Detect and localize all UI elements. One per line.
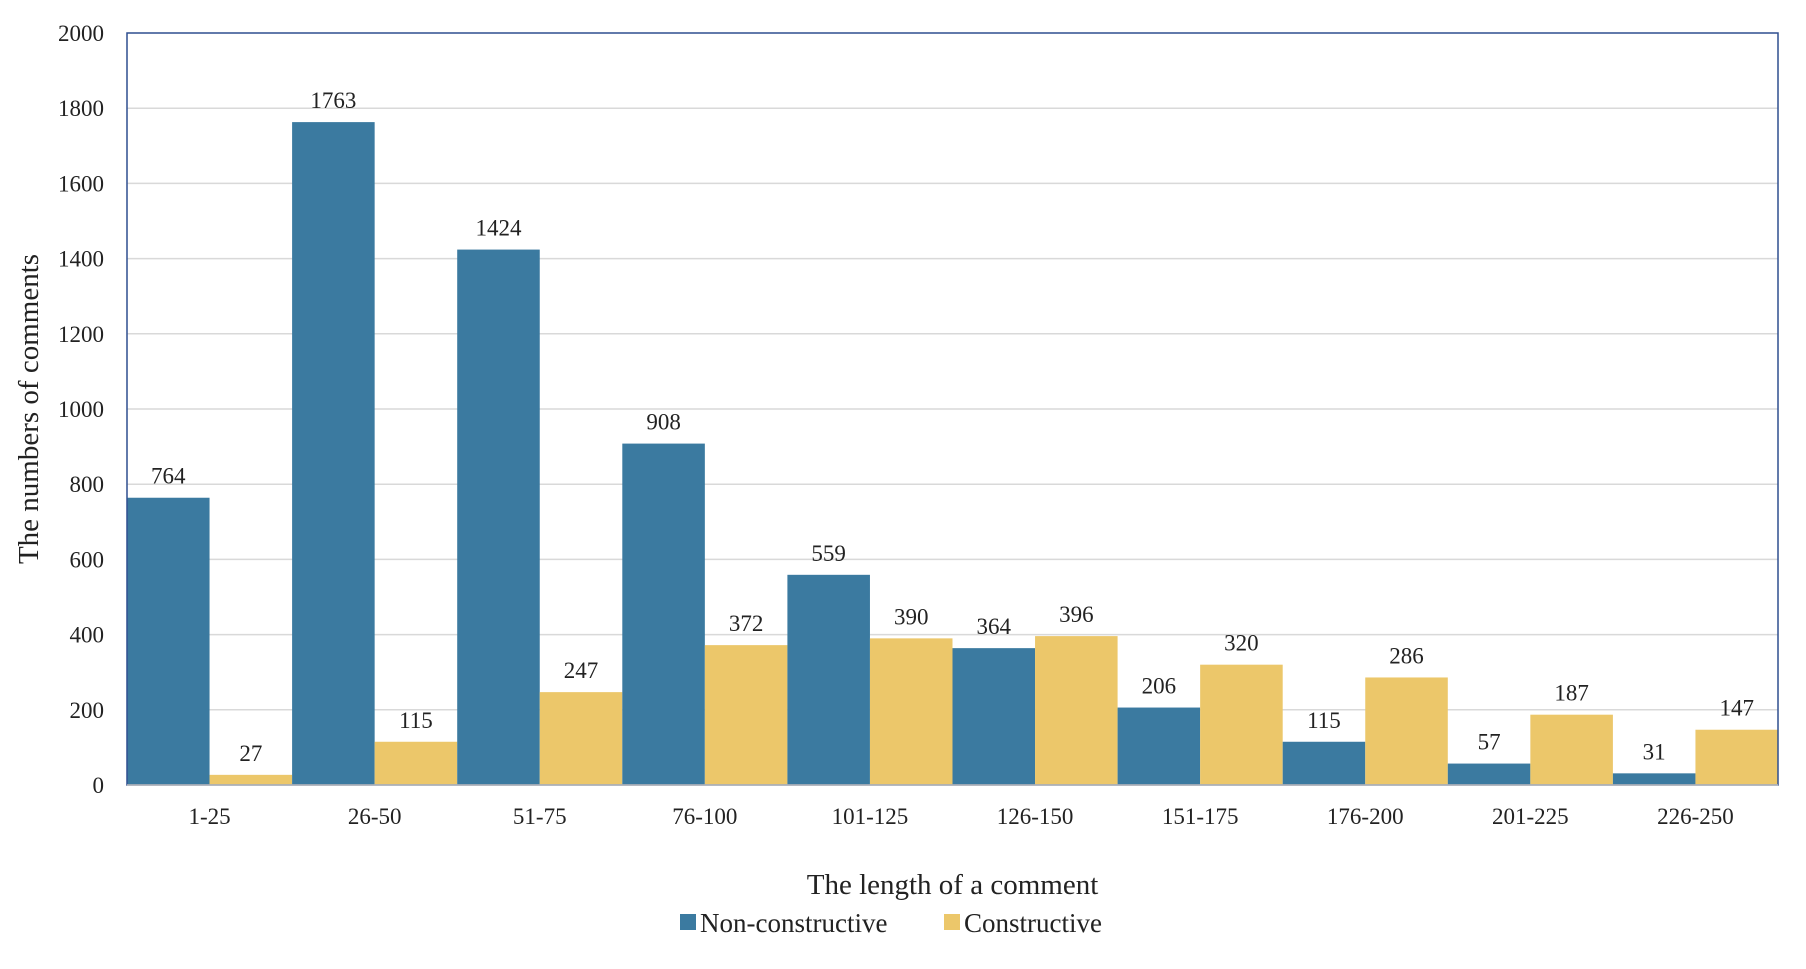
bar-non-constructive xyxy=(952,648,1036,785)
data-label-constructive: 115 xyxy=(399,708,433,733)
y-tick-label: 1000 xyxy=(58,397,104,422)
bar-non-constructive xyxy=(1447,763,1531,785)
data-label-constructive: 320 xyxy=(1224,631,1259,656)
data-label-constructive: 187 xyxy=(1554,681,1589,706)
legend-swatch-constructive xyxy=(944,914,960,930)
legend-swatch-non-constructive xyxy=(680,914,696,930)
x-tick-label: 176-200 xyxy=(1327,804,1404,829)
bar-non-constructive xyxy=(292,122,375,785)
x-tick-label: 26-50 xyxy=(348,804,402,829)
data-label-non-constructive: 57 xyxy=(1478,730,1501,755)
x-tick-label: 1-25 xyxy=(188,804,230,829)
bar-constructive xyxy=(1035,636,1118,785)
bar-non-constructive xyxy=(457,249,540,786)
x-axis-title: The length of a comment xyxy=(807,869,1099,901)
legend-label-non-constructive: Non-constructive xyxy=(700,908,887,938)
y-tick-label: 800 xyxy=(70,472,105,497)
data-labels: 764 27 1763 115 1424 247 908 372 559 390 364 396 206… xyxy=(151,88,1754,766)
bar-non-constructive xyxy=(622,443,705,785)
data-label-non-constructive: 908 xyxy=(646,410,681,435)
x-tick-label: 201-225 xyxy=(1492,804,1569,829)
bar-constructive xyxy=(539,692,623,785)
data-label-constructive: 147 xyxy=(1719,696,1754,721)
y-tick-label: 400 xyxy=(70,623,105,648)
bar-non-constructive xyxy=(787,574,870,785)
bar-constructive xyxy=(1200,664,1283,785)
data-label-constructive: 396 xyxy=(1059,602,1094,627)
data-label-non-constructive: 206 xyxy=(1142,674,1177,699)
y-tick-label: 2000 xyxy=(58,21,104,46)
data-label-non-constructive: 559 xyxy=(811,541,846,566)
y-tick-label: 1200 xyxy=(58,322,104,347)
y-tick-label: 200 xyxy=(70,698,105,723)
y-tick-label: 600 xyxy=(70,547,105,572)
bar-constructive xyxy=(374,741,458,785)
x-tick-label: 126-150 xyxy=(997,804,1074,829)
bar-constructive xyxy=(209,774,293,785)
data-label-constructive: 390 xyxy=(894,604,929,629)
data-label-constructive: 27 xyxy=(239,741,262,766)
data-label-non-constructive: 1763 xyxy=(310,88,356,113)
gridlines xyxy=(127,107,1778,711)
data-label-constructive: 247 xyxy=(564,658,599,683)
legend: Non-constructive Constructive xyxy=(680,908,1102,938)
data-label-constructive: 372 xyxy=(729,611,764,636)
y-tick-label: 1400 xyxy=(58,247,104,272)
bar-constructive xyxy=(1695,729,1778,785)
y-axis-title: The numbers of comments xyxy=(13,254,45,564)
bar-non-constructive xyxy=(127,497,210,785)
x-tick-label: 76-100 xyxy=(672,804,737,829)
bar-non-constructive xyxy=(1117,707,1201,785)
data-label-non-constructive: 115 xyxy=(1307,708,1341,733)
x-tick-label: 226-250 xyxy=(1657,804,1734,829)
bar-constructive xyxy=(1365,677,1448,785)
x-tick-label: 151-175 xyxy=(1162,804,1239,829)
axes: 0 200 400 600 800 1000 1200 1400 1600 1800 2000 1-2… xyxy=(58,21,1779,829)
bar-constructive xyxy=(704,645,788,785)
bar-constructive xyxy=(869,638,953,785)
y-tick-label: 1600 xyxy=(58,171,104,196)
bar-non-constructive xyxy=(1282,741,1366,785)
data-label-non-constructive: 764 xyxy=(151,464,186,489)
y-tick-label: 0 xyxy=(93,773,105,798)
x-tick-label: 101-125 xyxy=(832,804,909,829)
data-label-constructive: 286 xyxy=(1389,643,1424,668)
y-tick-label: 1800 xyxy=(58,96,104,121)
bar-constructive xyxy=(1530,714,1613,785)
data-label-non-constructive: 364 xyxy=(977,614,1012,639)
data-label-non-constructive: 31 xyxy=(1643,739,1666,764)
data-label-non-constructive: 1424 xyxy=(475,216,522,241)
legend-label-constructive: Constructive xyxy=(964,908,1102,938)
bars xyxy=(127,122,1778,786)
bar-non-constructive xyxy=(1612,773,1696,785)
x-tick-label: 51-75 xyxy=(513,804,567,829)
